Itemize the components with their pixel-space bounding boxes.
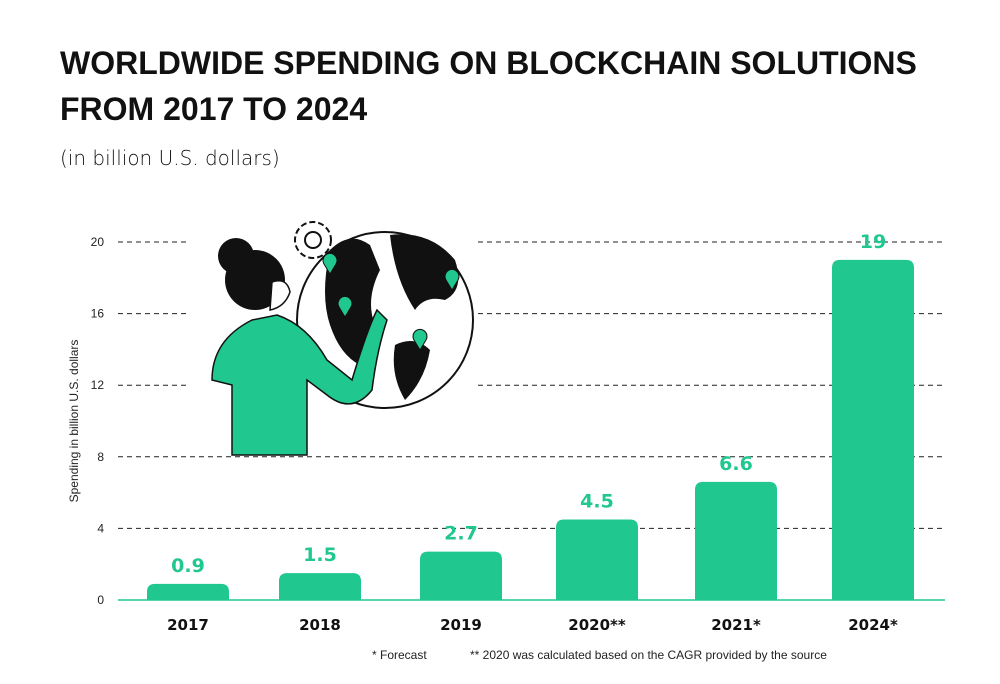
y-tick-label: 16 bbox=[91, 307, 105, 321]
dollar-pin-icon bbox=[412, 328, 428, 351]
bar-2024 bbox=[832, 259, 914, 600]
bar-2021 bbox=[695, 481, 777, 600]
bar-2019 bbox=[420, 551, 502, 600]
gear-icon-center bbox=[304, 231, 322, 249]
x-tick-label: 2017 bbox=[167, 616, 209, 634]
bar-2017 bbox=[147, 583, 229, 600]
title-line-2: FROM 2017 TO 2024 bbox=[60, 91, 368, 127]
y-tick-label: 20 bbox=[91, 235, 105, 249]
bar-2020 bbox=[556, 519, 638, 600]
y-tick-label: 12 bbox=[91, 378, 105, 392]
woman-face bbox=[269, 280, 291, 311]
x-tick-label: 2024* bbox=[848, 616, 898, 634]
data-label: 19 bbox=[860, 231, 886, 253]
y-tick-label: 0 bbox=[97, 593, 104, 607]
dollar-pin-icon bbox=[337, 295, 353, 318]
title-line-1: WORLDWIDE SPENDING ON BLOCKCHAIN SOLUTIO… bbox=[60, 45, 917, 81]
data-label: 0.9 bbox=[171, 555, 205, 577]
dollar-pin-icon bbox=[444, 268, 460, 291]
x-tick-label: 2021* bbox=[711, 616, 761, 634]
chart-title: WORLDWIDE SPENDING ON BLOCKCHAIN SOLUTIO… bbox=[60, 40, 917, 132]
illustration-woman-globe bbox=[190, 215, 475, 456]
footnote-2020: ** 2020 was calculated based on the CAGR… bbox=[470, 648, 827, 662]
x-tick-label: 2018 bbox=[299, 616, 341, 634]
continent-shape bbox=[390, 234, 459, 310]
woman-hair-bun bbox=[218, 238, 254, 274]
data-label: 6.6 bbox=[719, 453, 753, 475]
chart-subtitle: (in billion U.S. dollars) bbox=[60, 146, 280, 170]
y-axis-label: Spending in billion U.S. dollars bbox=[67, 340, 81, 503]
dollar-pin-icon bbox=[322, 252, 338, 275]
x-tick-label: 2019 bbox=[440, 616, 482, 634]
continent-shape bbox=[393, 341, 430, 400]
footnote-forecast: * Forecast bbox=[372, 648, 427, 662]
woman-body bbox=[211, 308, 388, 456]
data-label: 1.5 bbox=[303, 544, 337, 566]
data-label: 4.5 bbox=[580, 490, 614, 512]
x-tick-label: 2020** bbox=[568, 616, 626, 634]
y-tick-label: 4 bbox=[97, 521, 104, 535]
bar-2018 bbox=[279, 573, 361, 600]
data-label: 2.7 bbox=[444, 523, 478, 545]
y-tick-label: 8 bbox=[97, 450, 104, 464]
continent-shape bbox=[325, 238, 380, 365]
